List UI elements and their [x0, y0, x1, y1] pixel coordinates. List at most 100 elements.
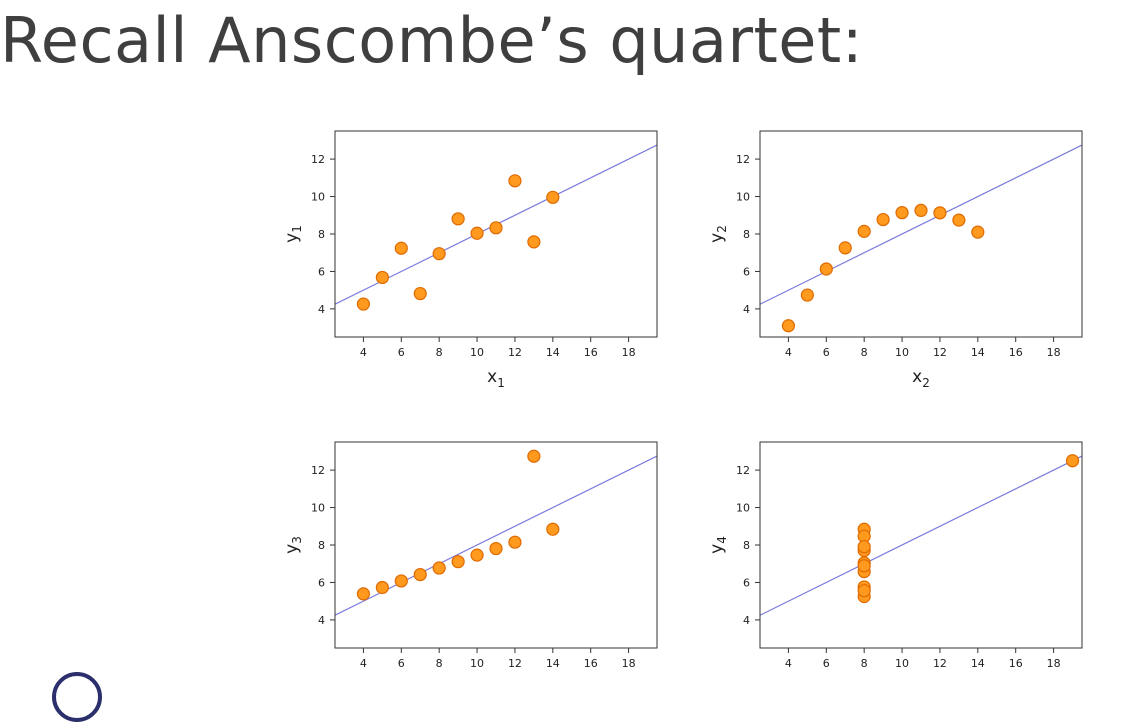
x-tick-label: 14 [971, 346, 985, 359]
slide-title: Recall Anscombe’s quartet: [0, 4, 864, 77]
y-tick-label: 10 [311, 502, 325, 515]
x-tick-label: 12 [933, 657, 947, 670]
data-point [914, 203, 928, 218]
data-point [394, 574, 408, 588]
x-tick-label: 6 [823, 346, 830, 359]
data-point [895, 206, 909, 220]
data-point [857, 584, 871, 598]
plot-frame [759, 441, 1083, 649]
x-tick-label: 18 [622, 346, 636, 359]
x-tick-label: 10 [470, 346, 484, 359]
x-tick-label: 16 [1009, 657, 1023, 670]
y-tick-label: 6 [318, 265, 325, 278]
y-tick-label: 12 [311, 153, 325, 166]
data-point [933, 206, 947, 220]
x-tick-label: 16 [584, 346, 598, 359]
y-axis-label-subscript: 3 [290, 536, 304, 544]
x-tick-label: 6 [398, 346, 405, 359]
y-axis-label-text: y [282, 544, 302, 554]
x-tick-label: 18 [622, 657, 636, 670]
y-tick-label: 12 [311, 464, 325, 477]
y-tick-label: 4 [743, 303, 750, 316]
plot-frame [334, 441, 658, 649]
data-point [451, 555, 465, 569]
x-axis-label-subscript: 1 [497, 376, 505, 390]
y-axis-label-text: y [707, 233, 727, 243]
y-tick-label: 4 [743, 614, 750, 627]
y-tick-label: 12 [736, 153, 750, 166]
x-tick-label: 10 [470, 657, 484, 670]
data-point [546, 522, 560, 536]
x-tick-label: 4 [360, 657, 367, 670]
data-point [375, 270, 389, 285]
data-point [451, 212, 465, 226]
x-tick-label: 12 [508, 657, 522, 670]
plot-frame [759, 130, 1083, 338]
regression-line [760, 144, 1082, 305]
data-point [1065, 454, 1080, 468]
logo-circle-icon [52, 672, 102, 722]
data-point [527, 235, 541, 249]
data-point [470, 226, 484, 240]
data-point [546, 190, 560, 204]
y-tick-label: 8 [318, 539, 325, 552]
scatter-plot-3: 4 6 8 10 12 14 16 18 4 6 8 10 12 y3 [282, 441, 658, 670]
data-point [838, 241, 852, 255]
x-tick-label: 8 [436, 657, 443, 670]
x-tick-label: 16 [584, 657, 598, 670]
x-tick-label: 8 [861, 346, 868, 359]
x-tick-label: 14 [546, 346, 560, 359]
x-tick-label: 4 [360, 346, 367, 359]
data-point [489, 221, 503, 235]
x-tick-label: 18 [1047, 346, 1061, 359]
x-tick-label: 10 [895, 657, 909, 670]
plot-frame [334, 130, 658, 338]
data-point [800, 288, 814, 302]
x-tick-label: 10 [895, 346, 909, 359]
x-axis-label-subscript: 2 [922, 376, 930, 390]
data-point [356, 587, 371, 601]
x-tick-label: 8 [436, 346, 443, 359]
data-point [781, 319, 796, 333]
data-point [952, 213, 966, 227]
x-tick-label: 4 [785, 346, 792, 359]
x-axis-label: x1 [487, 367, 505, 390]
y-tick-label: 8 [743, 539, 750, 552]
x-tick-label: 14 [971, 657, 985, 670]
y-axis-label: y3 [282, 536, 304, 554]
x-axis-label-text: x [487, 367, 497, 387]
data-point [819, 262, 833, 276]
data-point [876, 212, 890, 227]
data-point [432, 247, 446, 261]
x-tick-label: 12 [508, 346, 522, 359]
y-axis-label-text: y [282, 233, 302, 243]
data-point [375, 580, 389, 595]
y-axis-label-text: y [707, 544, 727, 554]
x-axis-label: x2 [912, 367, 930, 390]
y-axis-label-subscript: 2 [715, 225, 729, 233]
y-axis-label: y4 [707, 536, 729, 554]
y-tick-label: 6 [743, 576, 750, 589]
data-point [857, 224, 871, 238]
x-tick-label: 4 [785, 657, 792, 670]
y-tick-label: 10 [311, 191, 325, 204]
x-tick-label: 16 [1009, 346, 1023, 359]
data-point [508, 535, 522, 549]
y-tick-label: 6 [318, 576, 325, 589]
data-point [394, 241, 408, 255]
y-tick-label: 4 [318, 303, 325, 316]
y-tick-label: 10 [736, 502, 750, 515]
data-point [971, 225, 985, 239]
data-point [413, 567, 427, 582]
y-tick-label: 12 [736, 464, 750, 477]
x-tick-label: 8 [861, 657, 868, 670]
y-tick-label: 8 [743, 228, 750, 241]
x-tick-label: 12 [933, 346, 947, 359]
y-tick-label: 10 [736, 191, 750, 204]
data-point [489, 541, 503, 556]
data-point [857, 540, 871, 554]
x-tick-label: 14 [546, 657, 560, 670]
